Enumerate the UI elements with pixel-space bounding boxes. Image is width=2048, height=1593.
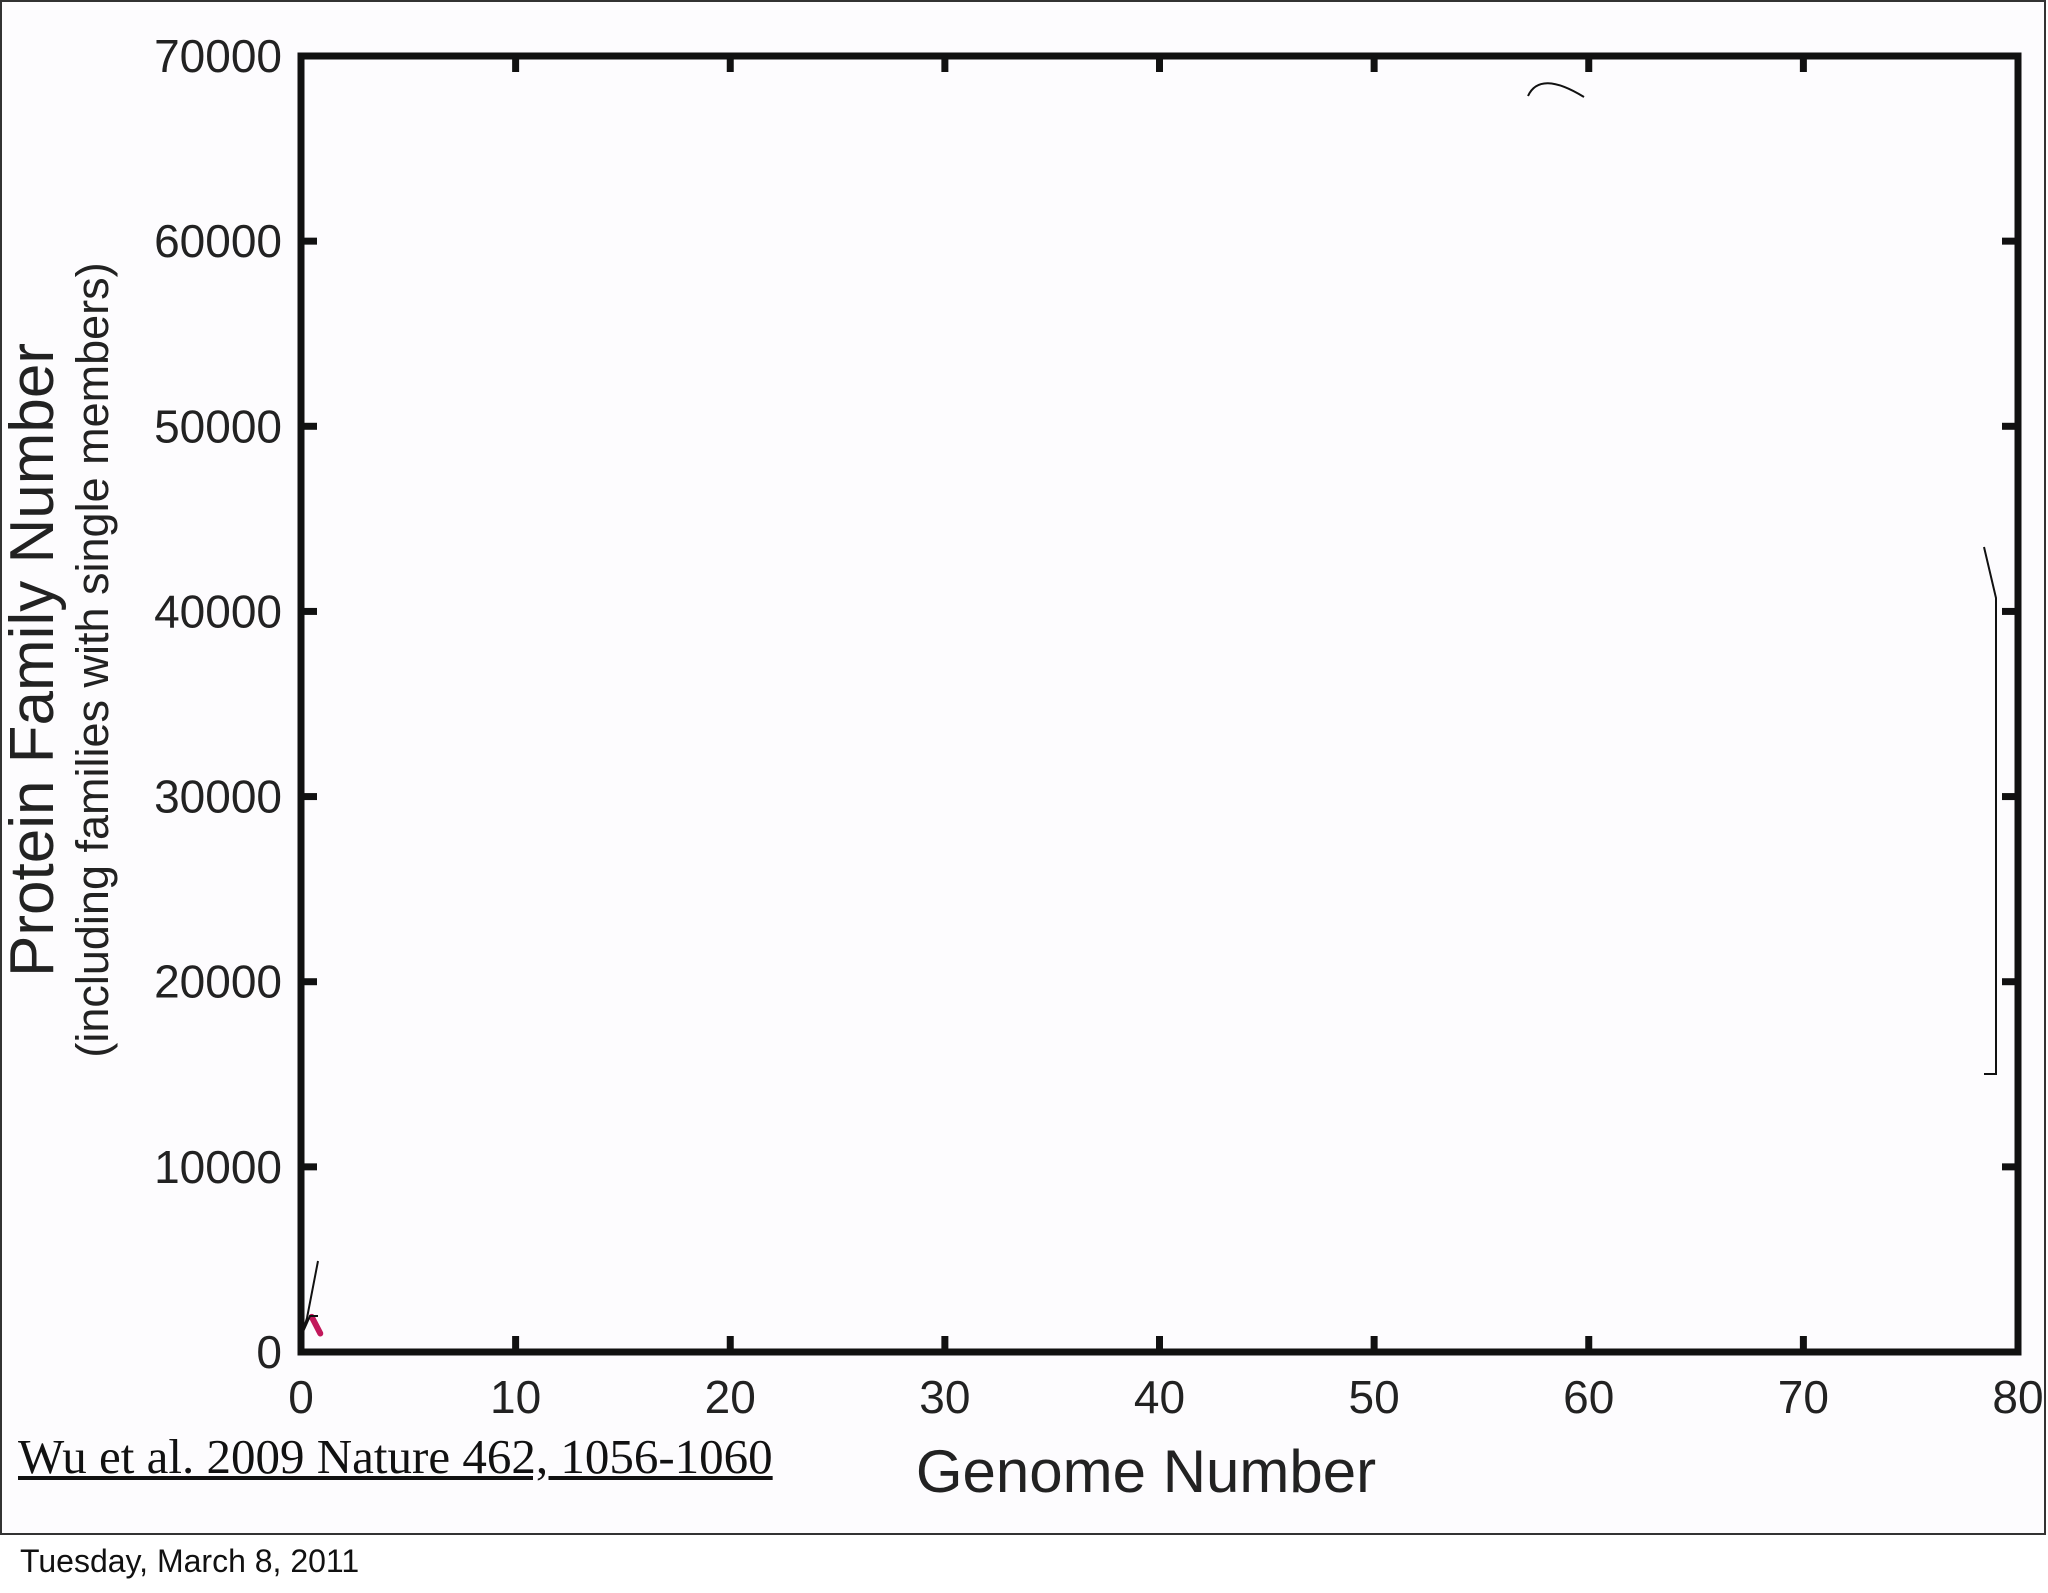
y-tick-label: 40000 bbox=[154, 585, 282, 637]
x-tick-label: 60 bbox=[1563, 1371, 1614, 1423]
ticks-layer bbox=[297, 52, 2022, 1356]
y-tick-label: 20000 bbox=[154, 956, 282, 1008]
y-tick-label: 60000 bbox=[154, 215, 282, 267]
x-tick-label: 40 bbox=[1134, 1371, 1185, 1423]
x-tick-label: 10 bbox=[490, 1371, 541, 1423]
footer-date: Tuesday, March 8, 2011 bbox=[20, 1543, 360, 1579]
annotation-strokes bbox=[301, 82, 1997, 1335]
x-tick-label: 30 bbox=[919, 1371, 970, 1423]
y-tick-label: 10000 bbox=[154, 1141, 282, 1193]
x-tick-label: 80 bbox=[1992, 1371, 2043, 1423]
annotation-stroke-top bbox=[1527, 82, 1585, 98]
slide-frame bbox=[0, 0, 2046, 1535]
x-tick-label: 70 bbox=[1778, 1371, 1829, 1423]
x-axis-title: Genome Number bbox=[916, 1438, 1376, 1505]
annotation-stroke-left bbox=[301, 1260, 319, 1335]
y-tick-label: 30000 bbox=[154, 771, 282, 823]
plot-frame bbox=[297, 52, 2022, 1356]
y-axis-title: Protein Family Number bbox=[0, 343, 67, 977]
series-layer bbox=[308, 1313, 324, 1337]
x-tick-label: 0 bbox=[288, 1371, 314, 1423]
labels-layer: 0 10 20 30 40 50 60 70 80 0 10000 20000 30000 40000 50… bbox=[154, 30, 2044, 1423]
y-axis-subtitle: (including families with single members) bbox=[67, 262, 118, 1057]
citation-link[interactable]: Wu et al. 2009 Nature 462, 1056-1060 bbox=[18, 1429, 773, 1484]
x-tick-label: 20 bbox=[705, 1371, 756, 1423]
y-tick-label: 70000 bbox=[154, 30, 282, 82]
series-line bbox=[308, 1313, 324, 1337]
y-tick-label: 0 bbox=[256, 1326, 282, 1378]
x-tick-label: 50 bbox=[1349, 1371, 1400, 1423]
y-tick-label: 50000 bbox=[154, 400, 282, 452]
annotation-stroke-right bbox=[1983, 546, 1997, 1075]
